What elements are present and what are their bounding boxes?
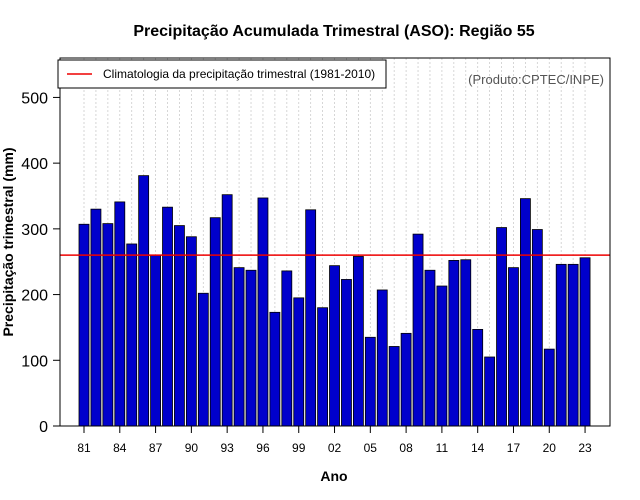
- bar-1991: [197, 292, 209, 427]
- x-tick-label: 23: [578, 441, 592, 455]
- bar-2023: [579, 257, 591, 427]
- bar-2000: [305, 209, 317, 427]
- bar-2006: [376, 289, 388, 427]
- x-tick-label: 14: [471, 441, 485, 455]
- bar-2018: [520, 198, 531, 427]
- x-tick-label: 11: [436, 441, 449, 455]
- bar-2005: [364, 336, 376, 427]
- bar-1996: [257, 197, 269, 427]
- bar-1988: [162, 206, 173, 427]
- bar-2002: [329, 265, 340, 427]
- bar-2020: [543, 348, 555, 427]
- bar-1992: [209, 217, 221, 427]
- x-tick-label: 81: [77, 441, 91, 455]
- bar-2011: [436, 285, 448, 427]
- chart-title: Precipitação Acumulada Trimestral (ASO):…: [133, 23, 534, 40]
- bar-2007: [388, 346, 400, 427]
- y-tick-label: 0: [39, 419, 48, 436]
- bar-2009: [412, 233, 424, 427]
- bar-1999: [293, 297, 305, 427]
- y-axis-label: Precipitação trimestral (mm): [0, 147, 16, 336]
- y-tick-label: 400: [21, 156, 48, 173]
- y-tick-label: 500: [21, 90, 48, 107]
- x-axis-label: Ano: [320, 468, 347, 484]
- credit-text: (Produto:CPTEC/INPE): [468, 72, 604, 87]
- bar-2017: [508, 267, 519, 427]
- bar-1984: [114, 201, 126, 427]
- x-tick-label: 87: [149, 441, 163, 455]
- bar-2010: [424, 269, 436, 427]
- y-tick-label: 200: [21, 288, 48, 305]
- bar-2016: [496, 227, 507, 427]
- bar-1995: [245, 269, 257, 427]
- bar-2019: [531, 229, 543, 427]
- bar-1998: [281, 270, 293, 427]
- bar-1997: [269, 311, 281, 427]
- legend: Climatologia da precipitação trimestral …: [57, 59, 387, 89]
- bar-1987: [150, 254, 161, 427]
- bar-1993: [221, 194, 233, 427]
- bar-2014: [472, 328, 484, 427]
- x-tick-label: 93: [220, 441, 234, 455]
- bar-1986: [138, 175, 150, 427]
- x-tick-label: 20: [543, 441, 557, 455]
- bar-1994: [233, 267, 245, 427]
- x-tick-label: 08: [399, 441, 413, 455]
- bar-1983: [102, 223, 114, 427]
- legend-box: [57, 59, 387, 89]
- bar-2022: [567, 263, 579, 427]
- bar-2013: [460, 259, 472, 427]
- bar-2001: [317, 307, 329, 427]
- bar-2008: [400, 332, 412, 427]
- x-tick-label: 17: [507, 441, 521, 455]
- x-axis: 81 84 87 90 93 96 99 02 05 08 11 14 17 20 23: [77, 426, 592, 455]
- bar-1982: [90, 208, 102, 427]
- bar-1985: [126, 243, 138, 427]
- y-axis: 0 100 200 300 400 500: [21, 90, 60, 436]
- x-tick-label: 90: [185, 441, 199, 455]
- y-tick-label: 100: [21, 353, 48, 370]
- x-tick-label: 96: [256, 441, 270, 455]
- legend-label: Climatologia da precipitação trimestral …: [103, 67, 375, 81]
- bar-2004: [352, 256, 364, 427]
- bar-1990: [185, 236, 197, 427]
- bar-2012: [448, 259, 460, 427]
- y-tick-label: 300: [21, 222, 48, 239]
- bars: [78, 175, 591, 427]
- bar-2003: [341, 279, 352, 427]
- x-tick-label: 02: [328, 441, 342, 455]
- x-tick-label: 84: [113, 441, 127, 455]
- x-tick-label: 05: [364, 441, 378, 455]
- x-tick-label: 99: [292, 441, 306, 455]
- bar-2021: [555, 263, 567, 427]
- bar-2015: [484, 356, 496, 427]
